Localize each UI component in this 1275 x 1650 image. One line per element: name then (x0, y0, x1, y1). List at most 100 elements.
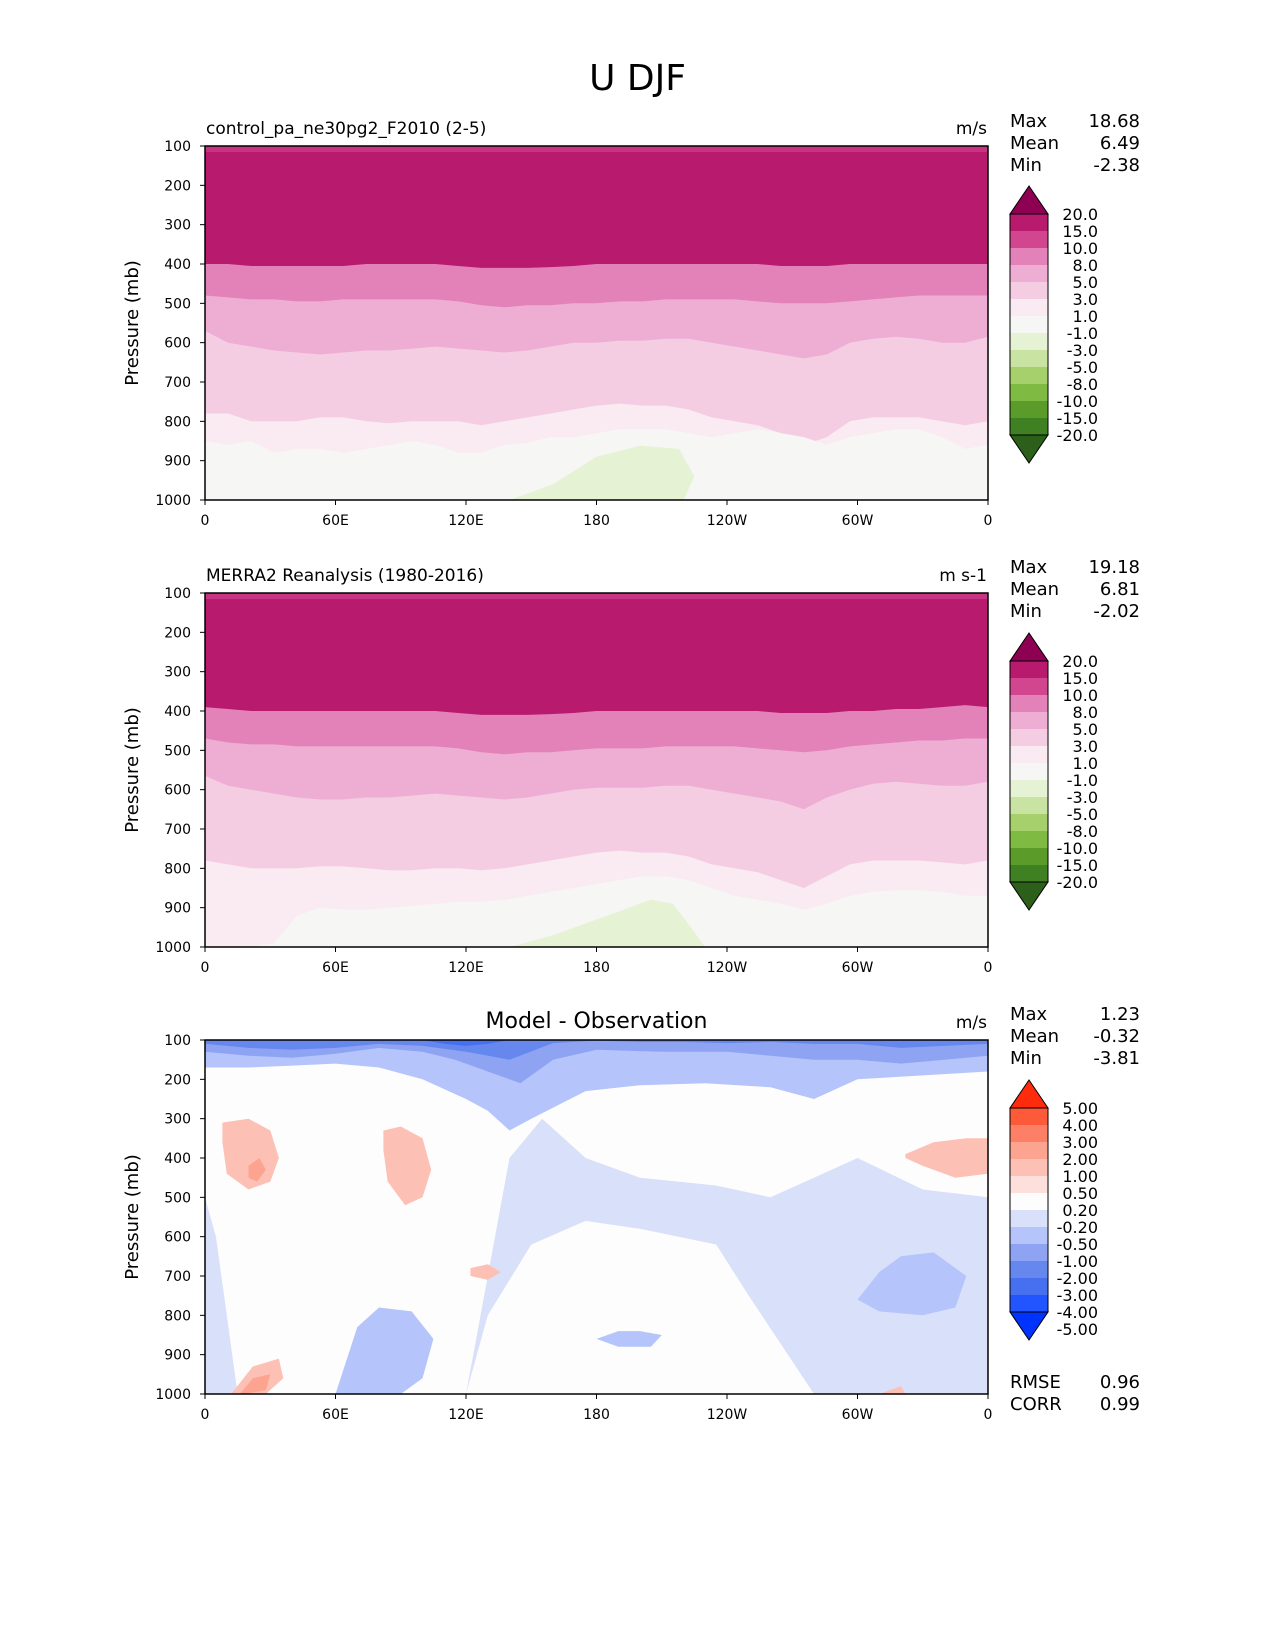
colorbar-segment (1010, 248, 1048, 265)
colorbar-segment (1010, 214, 1048, 231)
stat-corr-value: 0.99 (1099, 1394, 1140, 1415)
x-tick-label: 180 (583, 960, 610, 976)
colorbar-segment (1010, 1244, 1048, 1261)
x-tick-label: 0 (984, 960, 993, 976)
y-tick-label: 300 (164, 1112, 191, 1128)
colorbar-label: 8.0 (1073, 256, 1098, 275)
colorbar: 20.015.010.08.05.03.01.0-1.0-3.0-5.0-8.0… (1009, 185, 1098, 464)
colorbar-label: -8.0 (1067, 822, 1098, 841)
y-tick-label: 600 (164, 1230, 191, 1246)
colorbar-label: 20.0 (1062, 652, 1098, 671)
x-tick-label: 120E (448, 1407, 484, 1423)
colorbar-label: 1.0 (1073, 754, 1098, 773)
plot-area (205, 1040, 988, 1394)
x-tick-label: 180 (583, 1407, 610, 1423)
colorbar-label: 10.0 (1062, 686, 1098, 705)
contour-region-neg (205, 1197, 238, 1394)
y-tick-label: 800 (164, 1308, 191, 1324)
y-tick-label: 1000 (155, 940, 191, 956)
colorbar-label: -20.0 (1057, 426, 1098, 445)
colorbar-frame (1009, 213, 1049, 436)
colorbar-label: 15.0 (1062, 222, 1098, 241)
colorbar-label: 3.0 (1073, 290, 1098, 309)
plot-area (205, 146, 988, 500)
colorbar-label: -3.0 (1067, 341, 1098, 360)
colorbar-segment (1010, 780, 1048, 797)
contour-band-15 (205, 615, 988, 669)
contour-region-pos (239, 1374, 271, 1394)
y-axis-label: Pressure (mb) (122, 1154, 143, 1280)
colorbar-segment (1010, 1210, 1048, 1227)
colorbar-segment (1010, 763, 1048, 780)
stat-max-value: 1.23 (1099, 1004, 1140, 1025)
diff-stats: Max 1.23 Mean -0.32 Min -3.81 (1010, 1004, 1140, 1070)
colorbar-label: 20.0 (1062, 205, 1098, 224)
stat-min-label: Min (1010, 601, 1042, 622)
y-tick-label: 100 (164, 586, 191, 602)
x-tick-label: 120W (707, 1407, 748, 1423)
colorbar-segment (1010, 1108, 1048, 1125)
stat-rmse-label: RMSE (1010, 1372, 1061, 1393)
colorbar-segment (1010, 1142, 1048, 1159)
y-tick-label: 400 (164, 704, 191, 720)
plot-area (205, 593, 988, 947)
colorbar-segment (1010, 265, 1048, 282)
colorbar-label: -15.0 (1057, 409, 1098, 428)
y-tick-label: 500 (164, 743, 191, 759)
colorbar-label: -1.0 (1067, 324, 1098, 343)
colorbar-label: -3.0 (1067, 788, 1098, 807)
colorbar-segment (1010, 316, 1048, 333)
colorbar: 5.004.003.002.001.000.500.20-0.20-0.50-1… (1009, 1079, 1098, 1341)
colorbar-segment (1010, 1193, 1048, 1210)
y-tick-label: 300 (164, 665, 191, 681)
colorbar-label: -0.50 (1057, 1235, 1098, 1254)
colorbar-segment (1010, 401, 1048, 418)
contour-region-neg (466, 1118, 988, 1394)
colorbar: 20.015.010.08.05.03.01.0-1.0-3.0-5.0-8.0… (1009, 632, 1098, 911)
panel-title: MERRA2 Reanalysis (1980-2016) (206, 566, 484, 586)
colorbar-segment (1010, 746, 1048, 763)
contour-region-pos (383, 1126, 432, 1206)
colorbar-segment (1010, 1159, 1048, 1176)
stat-min-value: -2.02 (1093, 601, 1140, 622)
obs-contour-plot: 100 200 300 400 500 600 700 800 900 1000 0 60E 120E 1… (122, 566, 1098, 976)
stat-mean-label: Mean (1010, 579, 1060, 600)
colorbar-segment (1010, 1227, 1048, 1244)
panel-units: m s-1 (939, 566, 987, 586)
contour-region-pos (470, 1264, 501, 1280)
colorbar-label: -2.00 (1057, 1269, 1098, 1288)
colorbar-label: -0.20 (1057, 1218, 1098, 1237)
contour-region-neg (205, 1040, 988, 1060)
y-tick-label: 100 (164, 1033, 191, 1049)
panel-model: 100 200 300 400 500 600 700 800 900 1000 0 60E 120E 1… (0, 0, 1275, 529)
stat-min-label: Min (1010, 155, 1042, 176)
stat-mean-label: Mean (1010, 1026, 1060, 1047)
colorbar-label: 1.00 (1062, 1167, 1098, 1186)
colorbar-segment (1010, 814, 1048, 831)
x-tick-label: 60E (322, 1407, 349, 1423)
colorbar-segment (1010, 729, 1048, 746)
contour-region-pos (222, 1118, 279, 1190)
stat-mean-value: -0.32 (1093, 1026, 1140, 1047)
colorbar-label: -20.0 (1057, 873, 1098, 892)
contour-band-15 (346, 171, 988, 222)
colorbar-segment (1010, 1125, 1048, 1142)
x-tick-label: 60W (842, 960, 874, 976)
y-tick-label: 100 (164, 139, 191, 155)
contour-band-negative (509, 899, 706, 947)
colorbar-segment (1010, 333, 1048, 350)
colorbar-segment (1010, 712, 1048, 729)
panel-diff: 100 200 300 400 500 600 700 800 900 1000 0 60E 120E 1… (0, 0, 1275, 1423)
y-tick-label: 900 (164, 1348, 191, 1364)
stat-corr-label: CORR (1010, 1394, 1062, 1415)
colorbar-segment (1010, 282, 1048, 299)
colorbar-label: -1.0 (1067, 771, 1098, 790)
colorbar-label: -5.0 (1067, 358, 1098, 377)
colorbar-segment (1010, 1176, 1048, 1193)
contour-region-neg (205, 1040, 988, 1084)
colorbar-segment (1010, 1295, 1048, 1312)
x-tick-label: 0 (984, 1407, 993, 1423)
contour-region-pos (905, 1138, 988, 1178)
colorbar-segment (1010, 231, 1048, 248)
colorbar-segment (1010, 367, 1048, 384)
